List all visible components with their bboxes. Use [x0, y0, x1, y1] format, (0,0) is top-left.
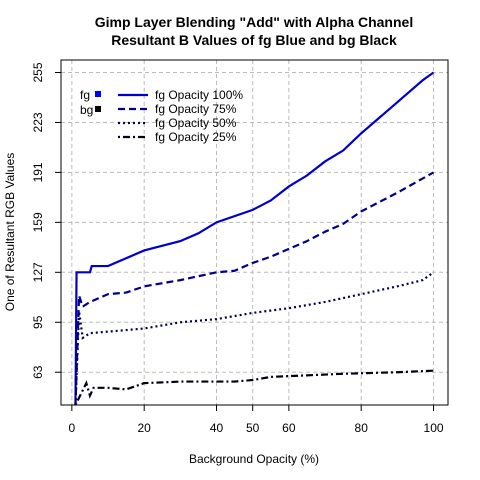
x-tick-label: 60 [282, 421, 296, 435]
y-tick-label: 95 [31, 315, 45, 329]
x-tick-label: 0 [69, 421, 76, 435]
y-tick-label: 223 [31, 112, 45, 132]
y-tick-label: 255 [31, 62, 45, 82]
chart-title: Gimp Layer Blending "Add" with Alpha Cha… [95, 14, 413, 30]
x-tick-label: 80 [355, 421, 369, 435]
x-tick-label: 20 [138, 421, 152, 435]
y-tick-label: 63 [31, 365, 45, 379]
series-line [74, 71, 435, 406]
plot-frame [60, 59, 449, 406]
series-line [74, 369, 434, 406]
x-axis-label: Background Opacity (%) [189, 452, 319, 466]
y-tick-label: 191 [31, 162, 45, 182]
series-line [74, 171, 435, 406]
legend-label: bg [80, 103, 93, 117]
x-tick-label: 100 [424, 421, 444, 435]
series-line [74, 271, 435, 406]
legend-swatch [95, 106, 101, 112]
legend-label: fg Opacity 50% [155, 116, 237, 130]
x-tick-label: 50 [246, 421, 260, 435]
chart-subtitle: Resultant B Values of fg Blue and bg Bla… [111, 32, 397, 48]
legend-label: fg [80, 88, 90, 102]
legend-label: fg Opacity 100% [155, 88, 243, 102]
legend-swatch [95, 91, 101, 97]
y-tick-label: 127 [31, 262, 45, 282]
x-tick-label: 40 [210, 421, 224, 435]
legend-label: fg Opacity 25% [155, 130, 237, 144]
legend-label: fg Opacity 75% [155, 102, 237, 116]
y-axis-label: One of Resultant RGB Values [3, 153, 17, 312]
y-tick-label: 159 [31, 212, 45, 232]
